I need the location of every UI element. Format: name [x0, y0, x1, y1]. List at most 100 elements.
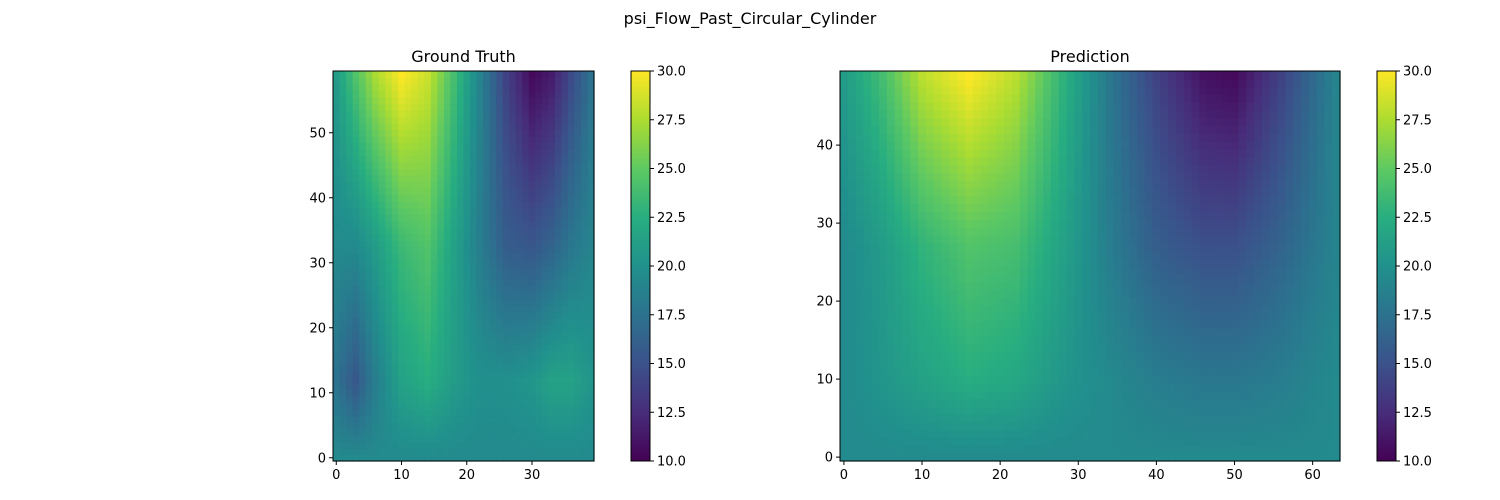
- heatmap-cell: [463, 149, 471, 157]
- heatmap-cell: [398, 344, 406, 352]
- heatmap-cell: [476, 389, 484, 397]
- heatmap-cell: [385, 207, 393, 215]
- heatmap-cell: [972, 406, 982, 415]
- heatmap-cell: [871, 375, 880, 384]
- heatmap-cell: [1058, 312, 1068, 322]
- heatmap-cell: [515, 162, 523, 170]
- heatmap-cell: [443, 233, 452, 241]
- heatmap-cell: [352, 77, 360, 85]
- heatmap-cell: [1238, 273, 1247, 283]
- heatmap-cell: [925, 351, 935, 361]
- heatmap-cell: [1175, 188, 1185, 197]
- heatmap-cell: [385, 422, 393, 430]
- heatmap-cell: [933, 414, 943, 423]
- heatmap-cell: [489, 305, 497, 313]
- heatmap-cell: [1121, 203, 1130, 212]
- heatmap-cell: [1004, 188, 1013, 197]
- heatmap-cell: [879, 242, 888, 251]
- heatmap-cell: [470, 454, 478, 462]
- heatmap-cell: [933, 242, 943, 251]
- heatmap-cell: [417, 298, 425, 306]
- heatmap-cell: [365, 402, 373, 410]
- heatmap-cell: [424, 324, 432, 332]
- heatmap-cell: [561, 285, 569, 293]
- heatmap-cell: [515, 402, 523, 410]
- heatmap-cell: [1308, 273, 1318, 283]
- heatmap-cell: [1144, 234, 1154, 244]
- heatmap-cell: [965, 414, 974, 423]
- heatmap-cell: [346, 233, 354, 241]
- heatmap-cell: [430, 84, 439, 92]
- heatmap-cell: [470, 129, 478, 137]
- heatmap-cell: [496, 344, 504, 352]
- heatmap-cell: [541, 285, 549, 293]
- heatmap-cell: [918, 203, 927, 212]
- heatmap-cell: [1285, 219, 1294, 228]
- heatmap-cell: [1074, 273, 1083, 283]
- heatmap-cell: [1332, 398, 1341, 407]
- heatmap-cell: [365, 448, 373, 456]
- heatmap-cell: [574, 97, 582, 105]
- heatmap-cell: [333, 90, 341, 98]
- heatmap-cell: [1254, 351, 1263, 361]
- heatmap-cell: [365, 168, 373, 176]
- heatmap-cell: [847, 297, 857, 306]
- heatmap-cell: [894, 320, 904, 329]
- heatmap-cell: [456, 194, 465, 202]
- heatmap-cell: [587, 110, 595, 118]
- heatmap-cell: [902, 211, 911, 220]
- colorbar-ticks: 10.012.515.017.520.022.525.027.530.0: [650, 65, 686, 470]
- heatmap-cell: [528, 220, 536, 228]
- heatmap-cell: [398, 389, 406, 397]
- heatmap-cell: [404, 136, 412, 144]
- heatmap-cell: [1011, 149, 1021, 158]
- heatmap-cell: [1066, 188, 1075, 197]
- heatmap-cell: [1254, 266, 1263, 275]
- heatmap-cell: [463, 428, 471, 436]
- heatmap-cell: [1316, 414, 1325, 423]
- heatmap-cell: [1285, 266, 1294, 275]
- heatmap-cell: [411, 201, 419, 209]
- heatmap-cell: [346, 227, 354, 235]
- heatmap-cell: [1066, 351, 1075, 361]
- heatmap-cell: [372, 266, 380, 274]
- heatmap-cell: [1324, 250, 1333, 259]
- heatmap-cell: [1293, 172, 1302, 181]
- heatmap-cell: [333, 298, 341, 306]
- heatmap-cell: [918, 258, 927, 267]
- heatmap-cell: [489, 370, 497, 378]
- heatmap-cell: [1144, 336, 1154, 345]
- heatmap-cell: [1082, 390, 1091, 400]
- heatmap-cell: [437, 155, 445, 163]
- heatmap-cell: [404, 435, 412, 443]
- heatmap-cell: [1183, 429, 1193, 439]
- heatmap-cell: [489, 201, 497, 209]
- heatmap-cell: [476, 181, 484, 189]
- heatmap-cell: [346, 292, 354, 300]
- heatmap-cell: [1199, 367, 1208, 376]
- heatmap-cell: [902, 219, 911, 228]
- heatmap-cell: [522, 454, 530, 462]
- heatmap-cell: [1050, 359, 1060, 368]
- heatmap-cell: [1300, 195, 1310, 205]
- heatmap-cell: [1152, 273, 1161, 283]
- heatmap-cell: [398, 285, 406, 293]
- heatmap-cell: [1074, 211, 1083, 220]
- heatmap-cell: [894, 453, 904, 462]
- heatmap-cell: [1004, 258, 1013, 267]
- heatmap-cell: [910, 234, 919, 244]
- heatmap-cell: [1011, 305, 1021, 314]
- heatmap-cell: [1261, 305, 1271, 314]
- heatmap-cell: [949, 266, 958, 275]
- heatmap-cell: [352, 116, 360, 124]
- heatmap-cell: [1004, 180, 1013, 189]
- heatmap-cell: [1215, 383, 1224, 392]
- heatmap-cell: [910, 406, 919, 415]
- heatmap-cell: [1215, 172, 1224, 181]
- heatmap-cell: [863, 453, 872, 462]
- heatmap-cell: [483, 149, 491, 157]
- heatmap-cell: [456, 415, 465, 423]
- heatmap-cell: [1129, 336, 1138, 345]
- heatmap-cell: [996, 297, 1005, 306]
- heatmap-cell: [535, 383, 543, 391]
